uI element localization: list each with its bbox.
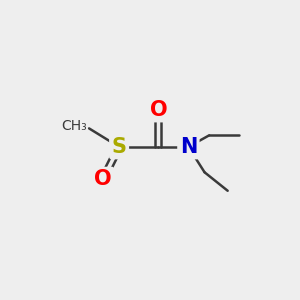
Text: S: S xyxy=(112,137,127,157)
Text: N: N xyxy=(180,137,197,157)
Text: CH₃: CH₃ xyxy=(61,119,87,133)
Text: O: O xyxy=(150,100,167,120)
Text: O: O xyxy=(94,169,112,189)
